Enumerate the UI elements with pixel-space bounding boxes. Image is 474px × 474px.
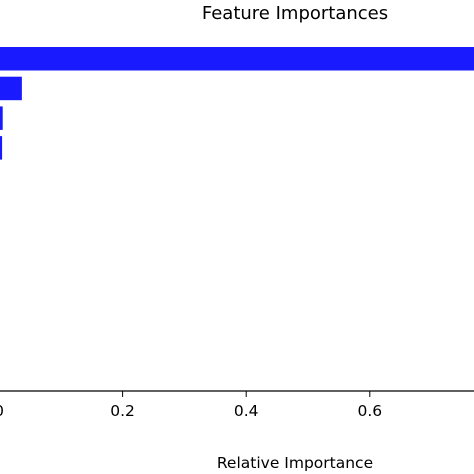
x-tick-label: 0.4 (234, 402, 259, 420)
x-ticks-group: 0 0.2 0.4 0.6 (0, 391, 382, 420)
x-tick-label: 0.2 (110, 402, 135, 420)
x-axis-label: Relative Importance (217, 454, 373, 472)
chart-title: Feature Importances (202, 3, 388, 24)
bars-group (0, 47, 474, 160)
bar-3 (0, 106, 3, 130)
x-tick-label: 0.6 (357, 402, 382, 420)
bar-4 (0, 136, 3, 160)
x-tick-label: 0 (0, 402, 4, 420)
bar-1 (0, 47, 474, 71)
bar-2 (0, 76, 22, 101)
